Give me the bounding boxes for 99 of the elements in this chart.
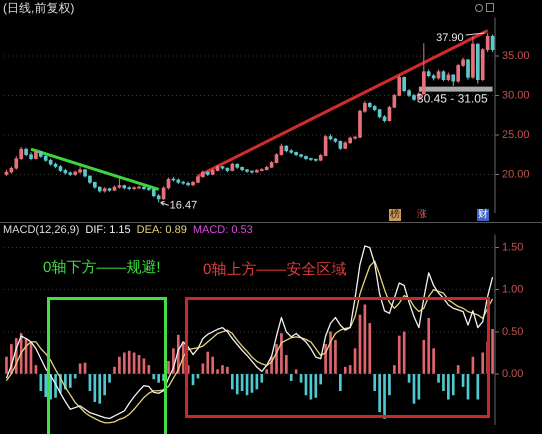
annotation: 37.90 bbox=[436, 32, 464, 44]
y-tick-label: 0.50 bbox=[502, 326, 524, 338]
bar bbox=[310, 374, 312, 400]
bar bbox=[74, 374, 77, 378]
bar bbox=[157, 374, 160, 383]
bar bbox=[402, 331, 406, 374]
bar bbox=[447, 374, 450, 400]
bar bbox=[364, 304, 366, 374]
bar bbox=[476, 374, 480, 400]
bar bbox=[240, 374, 244, 392]
bar bbox=[334, 340, 337, 374]
y-tick-label: 0.00 bbox=[502, 368, 524, 380]
bar bbox=[456, 365, 460, 374]
bar bbox=[339, 374, 342, 392]
bar bbox=[94, 374, 96, 402]
bar bbox=[491, 328, 494, 374]
chart-title: MACD(12,26,9) bbox=[3, 224, 80, 237]
bar bbox=[378, 374, 381, 412]
bar bbox=[167, 360, 170, 374]
annotation: 榜 bbox=[389, 209, 401, 221]
annotation: 0轴下方——规避! bbox=[43, 259, 161, 276]
bar bbox=[5, 356, 8, 374]
annotation: 16.47 bbox=[170, 199, 198, 212]
bar bbox=[148, 365, 150, 374]
bar bbox=[138, 355, 140, 374]
bar bbox=[300, 374, 302, 383]
bar bbox=[275, 344, 278, 374]
bar bbox=[284, 355, 288, 374]
bar bbox=[88, 374, 92, 392]
bar bbox=[108, 374, 111, 383]
annotation: 0轴上方——安全区域 bbox=[203, 261, 346, 278]
annotation: 涨 bbox=[416, 209, 428, 221]
bar bbox=[44, 374, 48, 397]
bar bbox=[437, 374, 440, 383]
bar bbox=[34, 365, 38, 374]
bar bbox=[408, 374, 410, 383]
bar bbox=[142, 358, 146, 374]
bar bbox=[250, 374, 254, 393]
bar bbox=[373, 374, 376, 392]
bar bbox=[398, 336, 401, 374]
bar bbox=[393, 365, 396, 374]
bar bbox=[427, 318, 430, 374]
bar bbox=[418, 374, 420, 400]
bar bbox=[432, 348, 435, 374]
bar bbox=[472, 356, 474, 374]
annotation: 30.45 - 31.05 bbox=[416, 91, 488, 106]
bar bbox=[202, 363, 204, 374]
y-tick-label: 25.00 bbox=[502, 128, 530, 141]
bar bbox=[152, 374, 156, 380]
text: DEA: 0.89 bbox=[136, 224, 187, 237]
bar bbox=[132, 352, 136, 374]
bar bbox=[383, 374, 386, 419]
y-tick-label: 30.00 bbox=[502, 89, 530, 102]
bar bbox=[211, 356, 214, 374]
annotation: MACD: 0.53 bbox=[192, 224, 253, 237]
bar bbox=[39, 374, 42, 392]
bar bbox=[98, 374, 102, 404]
bar bbox=[358, 314, 362, 374]
bar bbox=[314, 374, 318, 398]
y-tick-label: 1.50 bbox=[502, 242, 524, 254]
bar bbox=[118, 356, 121, 374]
bar bbox=[290, 374, 293, 381]
bar bbox=[452, 374, 455, 396]
bar bbox=[319, 374, 322, 384]
bar bbox=[113, 366, 116, 374]
bar bbox=[412, 374, 416, 404]
bar bbox=[329, 331, 332, 374]
bar bbox=[462, 374, 464, 387]
bar bbox=[206, 352, 210, 374]
bar bbox=[388, 374, 391, 396]
y-tick-label: 35.00 bbox=[502, 50, 530, 62]
y-tick-label: 1.00 bbox=[502, 284, 524, 296]
bar bbox=[103, 374, 106, 396]
bar bbox=[84, 362, 86, 374]
bar bbox=[192, 374, 194, 386]
bar bbox=[30, 342, 32, 374]
bar bbox=[230, 374, 234, 390]
bar bbox=[196, 374, 200, 378]
text: DIF: 1.15 bbox=[85, 224, 131, 237]
bar bbox=[354, 348, 356, 374]
bar bbox=[368, 323, 372, 374]
bar bbox=[466, 374, 470, 400]
bar bbox=[236, 374, 239, 394]
bar bbox=[78, 363, 82, 374]
bar bbox=[128, 350, 131, 374]
bar bbox=[442, 374, 445, 392]
y-tick-label: 20.00 bbox=[502, 168, 530, 180]
bar bbox=[260, 374, 264, 383]
bar bbox=[246, 374, 248, 396]
bar bbox=[481, 352, 484, 374]
bar bbox=[348, 365, 352, 374]
annotation: 财 bbox=[477, 209, 489, 221]
bar bbox=[122, 352, 126, 374]
bar bbox=[256, 374, 258, 390]
chart-title: (日线,前复权) bbox=[3, 1, 74, 15]
bar bbox=[68, 374, 72, 388]
bar bbox=[304, 374, 308, 396]
bar bbox=[422, 340, 426, 374]
bar bbox=[221, 365, 224, 374]
